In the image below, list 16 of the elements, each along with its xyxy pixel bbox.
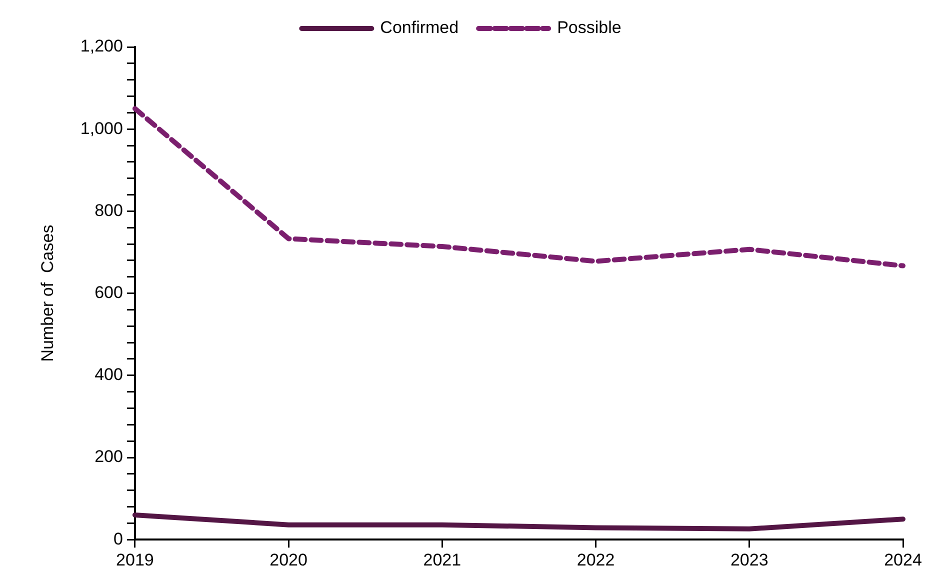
legend-label: Possible: [557, 18, 622, 38]
x-tick-label: 2019: [116, 550, 154, 570]
y-tick-label: 400: [94, 365, 123, 384]
y-tick-label: 0: [113, 529, 123, 548]
y-tick-label: 1,000: [80, 118, 123, 138]
x-tick-label: 2024: [884, 550, 922, 570]
x-tick-label: 2021: [423, 550, 462, 570]
x-tick-label: 2020: [270, 550, 308, 570]
y-tick-label: 200: [94, 447, 123, 466]
y-tick-label: 800: [94, 200, 123, 220]
y-axis-title: Number of Cases: [38, 224, 57, 362]
y-tick-label: 600: [94, 282, 123, 302]
x-tick-label: 2022: [576, 550, 615, 570]
legend-label: Confirmed: [380, 18, 459, 38]
x-tick-label: 2023: [730, 550, 768, 570]
y-tick-label: 1,200: [80, 36, 123, 56]
